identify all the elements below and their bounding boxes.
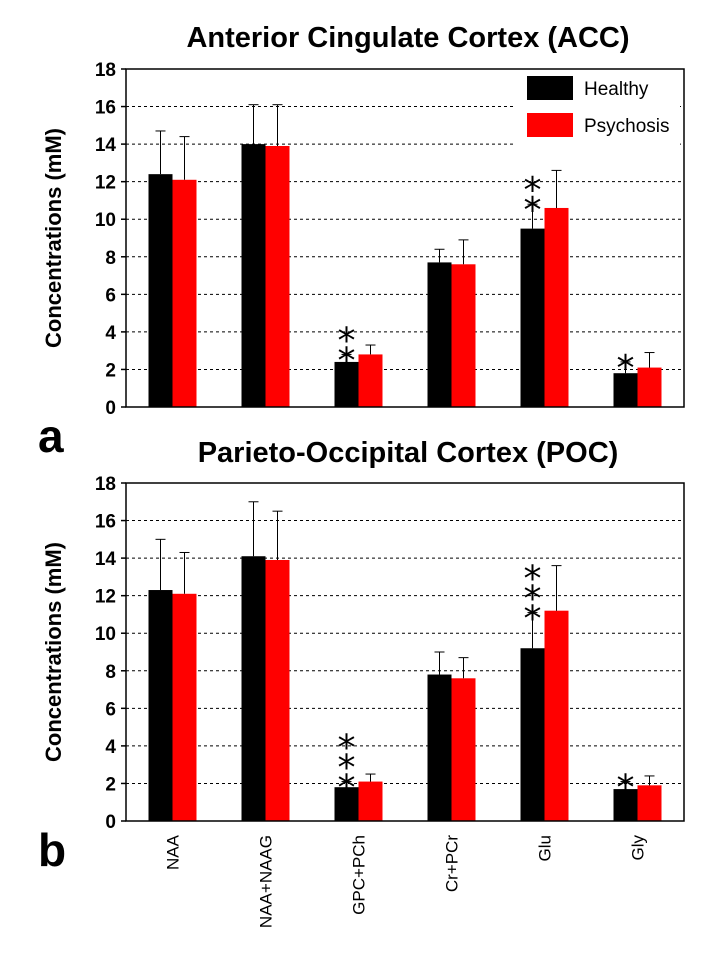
y-tick-label-acc-4: 4 — [105, 323, 116, 344]
significance-poc-5: * — [617, 768, 635, 809]
plot-frame-acc — [125, 68, 685, 408]
y-tick-label-poc-0: 0 — [105, 812, 116, 833]
x-category-label-3: Cr+PCr — [443, 835, 462, 892]
y-tick-label-poc-2: 2 — [105, 774, 116, 795]
bar-poc-psychosis-2 — [358, 781, 383, 821]
y-ticks-poc: 0 2 4 6 8 10 12 14 16 18 — [95, 474, 126, 833]
x-category-label-5: Gly — [629, 835, 648, 861]
bar-poc-healthy-3 — [427, 674, 452, 821]
significance-poc: ******* — [338, 559, 635, 809]
bar-acc-psychosis-4 — [544, 207, 569, 407]
bar-poc-healthy-1 — [241, 556, 266, 821]
plot-frame-poc — [125, 482, 685, 822]
bar-acc-psychosis-1 — [265, 145, 290, 407]
bars-acc — [148, 144, 662, 407]
bar-acc-psychosis-0 — [172, 179, 197, 407]
y-tick-label-acc-10: 10 — [95, 210, 116, 231]
error-bars-acc — [155, 104, 655, 374]
y-tick-label-poc-10: 10 — [95, 624, 116, 645]
x-category-label-0: NAA — [164, 834, 183, 870]
bar-acc-psychosis-3 — [451, 264, 476, 407]
legend-swatch-healthy — [527, 76, 573, 100]
error-bars-poc — [155, 501, 655, 790]
y-tick-label-acc-16: 16 — [95, 98, 116, 119]
y-tick-label-acc-0: 0 — [105, 398, 116, 419]
bar-poc-healthy-0 — [148, 590, 173, 821]
y-axis-label-acc: Concentrations (mM) — [41, 128, 66, 348]
panel-letter-b: b — [38, 824, 66, 876]
y-tick-label-poc-6: 6 — [105, 699, 116, 720]
legend: Healthy Psychosis — [515, 75, 680, 145]
legend-label-healthy: Healthy — [584, 79, 649, 100]
y-tick-label-acc-6: 6 — [105, 285, 116, 306]
significance-acc-2: ** — [338, 320, 356, 381]
chart-panel-acc: Anterior Cingulate Cortex (ACC) a Concen… — [38, 22, 685, 462]
significance-acc-4: ** — [524, 170, 542, 231]
gridlines-acc — [126, 106, 684, 370]
bar-poc-psychosis-0 — [172, 593, 197, 821]
significance-acc: ***** — [338, 170, 635, 389]
y-tick-label-poc-14: 14 — [95, 549, 117, 570]
bar-poc-psychosis-3 — [451, 678, 476, 821]
x-category-label-2: GPC+PCh — [350, 835, 369, 915]
bar-poc-psychosis-5 — [637, 785, 662, 821]
y-tick-label-poc-18: 18 — [95, 474, 116, 495]
significance-poc-4: *** — [524, 559, 542, 640]
bar-acc-healthy-5 — [613, 373, 638, 407]
y-tick-label-poc-12: 12 — [95, 587, 116, 608]
y-tick-label-acc-18: 18 — [95, 60, 116, 81]
x-category-labels: NAA NAA+NAAG GPC+PCh Cr+PCr Glu Gly — [164, 834, 648, 928]
y-tick-label-poc-4: 4 — [105, 737, 116, 758]
bar-acc-healthy-3 — [427, 262, 452, 407]
legend-swatch-psychosis — [527, 113, 573, 137]
y-ticks-acc: 0 2 4 6 8 10 12 14 16 18 — [95, 60, 126, 419]
bar-acc-psychosis-5 — [637, 367, 662, 407]
y-tick-label-acc-2: 2 — [105, 360, 116, 381]
x-category-label-4: Glu — [536, 835, 555, 861]
panel-letter-a: a — [38, 410, 64, 462]
bar-acc-healthy-0 — [148, 174, 173, 407]
bar-poc-psychosis-1 — [265, 559, 290, 821]
bar-poc-psychosis-4 — [544, 610, 569, 821]
chart-title-poc: Parieto-Occipital Cortex (POC) — [198, 437, 619, 469]
bar-acc-healthy-4 — [520, 228, 545, 407]
bars-poc — [148, 556, 662, 821]
y-tick-label-poc-8: 8 — [105, 662, 116, 683]
bar-poc-healthy-2 — [334, 787, 359, 821]
significance-acc-5: * — [617, 348, 635, 389]
y-tick-label-acc-8: 8 — [105, 248, 116, 269]
y-tick-label-acc-12: 12 — [95, 173, 116, 194]
x-category-label-1: NAA+NAAG — [257, 835, 276, 928]
bar-poc-healthy-4 — [520, 648, 545, 821]
y-tick-label-poc-16: 16 — [95, 512, 116, 533]
chart-panel-poc: Parieto-Occipital Cortex (POC) b Concent… — [38, 437, 685, 928]
y-tick-label-acc-14: 14 — [95, 135, 117, 156]
significance-poc-2: *** — [338, 728, 356, 809]
bar-acc-healthy-1 — [241, 144, 266, 407]
bar-acc-healthy-2 — [334, 361, 359, 407]
gridlines-poc — [126, 520, 684, 784]
y-axis-label-poc: Concentrations (mM) — [41, 542, 66, 762]
chart-title-acc: Anterior Cingulate Cortex (ACC) — [186, 22, 629, 54]
bar-poc-healthy-5 — [613, 789, 638, 821]
bar-acc-psychosis-2 — [358, 354, 383, 407]
legend-label-psychosis: Psychosis — [584, 116, 670, 137]
